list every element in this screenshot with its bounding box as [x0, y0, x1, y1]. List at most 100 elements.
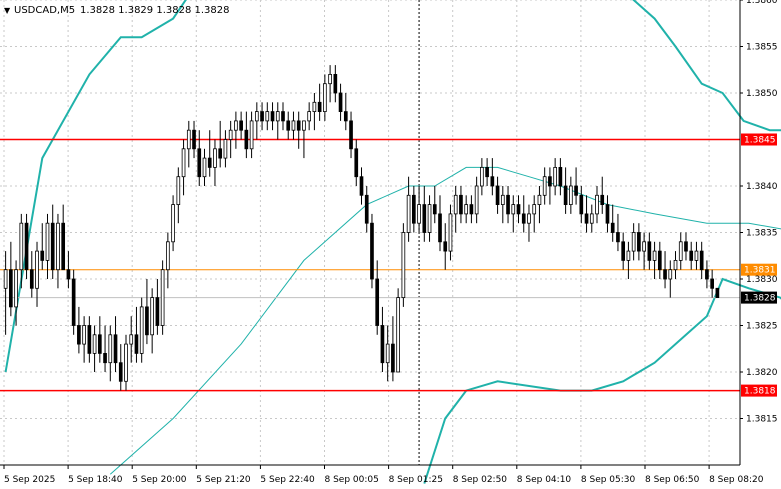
candle-body-123 — [647, 241, 652, 261]
candle-73 — [385, 325, 390, 382]
candle-body-117 — [616, 232, 620, 243]
ohlc-values: 1.3828 1.3829 1.3828 1.3828 — [80, 5, 230, 16]
candle-body-108 — [569, 185, 573, 206]
candle-body-22 — [118, 362, 123, 382]
candle-36 — [192, 120, 196, 159]
time-tick-label-6: 8 Sep 01:25 — [389, 475, 443, 485]
candle-57 — [302, 120, 306, 159]
candle-101 — [532, 195, 537, 233]
candle-body-0 — [3, 269, 8, 289]
candle-body-20 — [108, 334, 113, 364]
candle-body-85 — [448, 213, 453, 252]
candle-body-27 — [145, 306, 149, 336]
candle-111 — [584, 195, 589, 233]
candle-body-92 — [485, 166, 489, 178]
candle-body-87 — [459, 194, 463, 215]
candle-86 — [453, 186, 458, 233]
candle-body-116 — [610, 222, 615, 233]
candle-38 — [202, 148, 207, 186]
candle-49 — [260, 102, 264, 131]
candle-body-130 — [684, 241, 688, 252]
candle-body-115 — [605, 204, 610, 224]
candle-91 — [480, 158, 484, 196]
price-axis: 1.3845 1.3831 1.3818 1.3828 1.3860 1.3855 1.38… — [740, 0, 778, 425]
candle-15 — [82, 316, 86, 363]
candle-92 — [485, 158, 489, 186]
candle-body-78 — [411, 194, 416, 224]
candle-72 — [380, 306, 385, 372]
candle-body-26 — [139, 306, 144, 354]
candle-body-36 — [192, 129, 196, 150]
candle-18 — [97, 316, 102, 363]
candle-21 — [113, 316, 118, 372]
candle-body-11 — [61, 222, 66, 271]
candle-body-112 — [589, 213, 594, 224]
price-tick-label-5: 1.3830 — [746, 275, 778, 285]
candle-body-62 — [328, 74, 332, 85]
candle-10 — [56, 213, 60, 289]
candle-body-12 — [66, 269, 71, 280]
candle-46 — [244, 111, 249, 159]
candle-body-72 — [380, 325, 385, 364]
candle-48 — [254, 102, 259, 140]
candle-59 — [312, 93, 317, 131]
candle-body-76 — [401, 232, 406, 298]
candle-39 — [207, 130, 212, 177]
chart-header: ▼ USDCAD,M5 1.3828 1.3829 1.3828 1.3828 — [4, 5, 230, 16]
time-axis: 5 Sep 2025 5 Sep 18:40 5 Sep 20:00 5 Sep 21… — [3, 465, 764, 485]
candles — [3, 65, 720, 391]
candle-body-101 — [532, 204, 537, 215]
candle-114 — [600, 176, 605, 214]
time-tick-label-11: 8 Sep 08:20 — [709, 475, 764, 485]
candle-102 — [537, 186, 542, 224]
candle-body-15 — [82, 325, 86, 345]
candle-body-69 — [364, 194, 369, 224]
candle-125 — [657, 241, 662, 279]
candle-44 — [234, 111, 238, 149]
candle-body-50 — [265, 111, 270, 122]
candle-body-59 — [312, 101, 317, 113]
candle-body-58 — [307, 111, 312, 122]
candle-60 — [317, 83, 322, 121]
candle-body-86 — [453, 194, 458, 215]
horizontal-levels[interactable] — [0, 138, 740, 392]
candle-47 — [249, 111, 254, 159]
candle-94 — [495, 176, 500, 214]
symbol-dropdown-icon[interactable]: ▼ — [4, 6, 11, 15]
candle-body-129 — [678, 241, 683, 261]
candle-body-106 — [558, 166, 563, 187]
candle-115 — [605, 195, 610, 233]
candle-body-80 — [422, 204, 427, 233]
candle-62 — [328, 65, 332, 103]
candle-23 — [124, 334, 128, 391]
candle-27 — [145, 279, 149, 345]
candle-body-132 — [694, 250, 699, 261]
candle-body-14 — [77, 325, 81, 345]
candle-body-124 — [652, 250, 657, 261]
candle-body-66 — [349, 120, 353, 150]
candle-126 — [663, 251, 667, 289]
candle-body-134 — [705, 269, 709, 280]
candle-68 — [359, 167, 364, 205]
candle-31 — [166, 232, 170, 289]
candle-body-6 — [35, 250, 39, 289]
level-tag-1.3831 — [741, 263, 777, 276]
candle-63 — [333, 65, 338, 103]
time-tick-label-0: 5 Sep 2025 — [4, 475, 55, 485]
candle-97 — [511, 195, 516, 233]
candle-112 — [589, 204, 594, 233]
candle-32 — [171, 195, 175, 252]
candle-body-125 — [657, 250, 662, 271]
candle-body-126 — [663, 269, 667, 280]
time-tick-label-3: 5 Sep 21:20 — [196, 475, 251, 485]
time-tick-label-5: 8 Sep 00:05 — [325, 475, 379, 485]
candle-89 — [469, 195, 474, 224]
candle-0 — [3, 251, 8, 335]
candle-body-109 — [574, 185, 578, 196]
level-tag-label-1.3818: 1.3818 — [744, 387, 776, 397]
candle-35 — [186, 120, 191, 168]
candle-body-42 — [223, 139, 228, 159]
candle-body-30 — [160, 269, 165, 326]
